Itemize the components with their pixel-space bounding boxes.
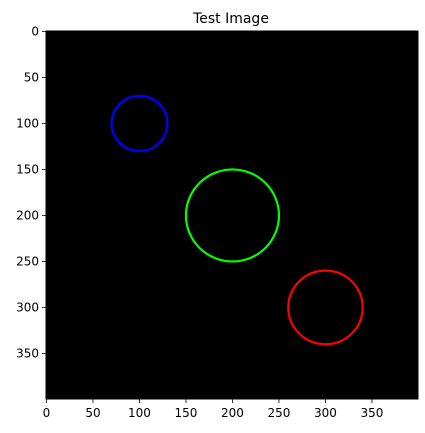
- y-tick-label: 0: [31, 24, 39, 38]
- blue-circle: [110, 94, 169, 153]
- chart-title: Test Image: [192, 11, 269, 27]
- x-tick-label: 250: [268, 406, 291, 420]
- x-tick-label: 150: [175, 406, 198, 420]
- y-tick-label: 50: [24, 70, 39, 84]
- y-tick-label: 100: [16, 116, 39, 130]
- x-tick-label: 0: [43, 406, 51, 420]
- y-axis: 0 50 100 150 200 250 300 350: [16, 24, 46, 360]
- y-tick-label: 200: [16, 208, 39, 222]
- x-tick-label: 350: [361, 406, 384, 420]
- y-tick-label: 300: [16, 300, 39, 314]
- green-circle: [184, 168, 281, 263]
- x-tick-label: 200: [221, 406, 244, 420]
- red-circle: [287, 269, 364, 346]
- image-background: [46, 31, 418, 399]
- x-tick-label: 50: [85, 406, 100, 420]
- x-axis: 0 50 100 150 200 250 300 350: [43, 399, 384, 420]
- x-tick-label: 100: [128, 406, 151, 420]
- plot-frame: [45, 30, 419, 400]
- y-tick-label: 350: [16, 346, 39, 360]
- y-tick-label: 250: [16, 254, 39, 268]
- plot-area: [45, 30, 419, 400]
- x-tick-label: 300: [314, 406, 337, 420]
- y-tick-label: 150: [16, 162, 39, 176]
